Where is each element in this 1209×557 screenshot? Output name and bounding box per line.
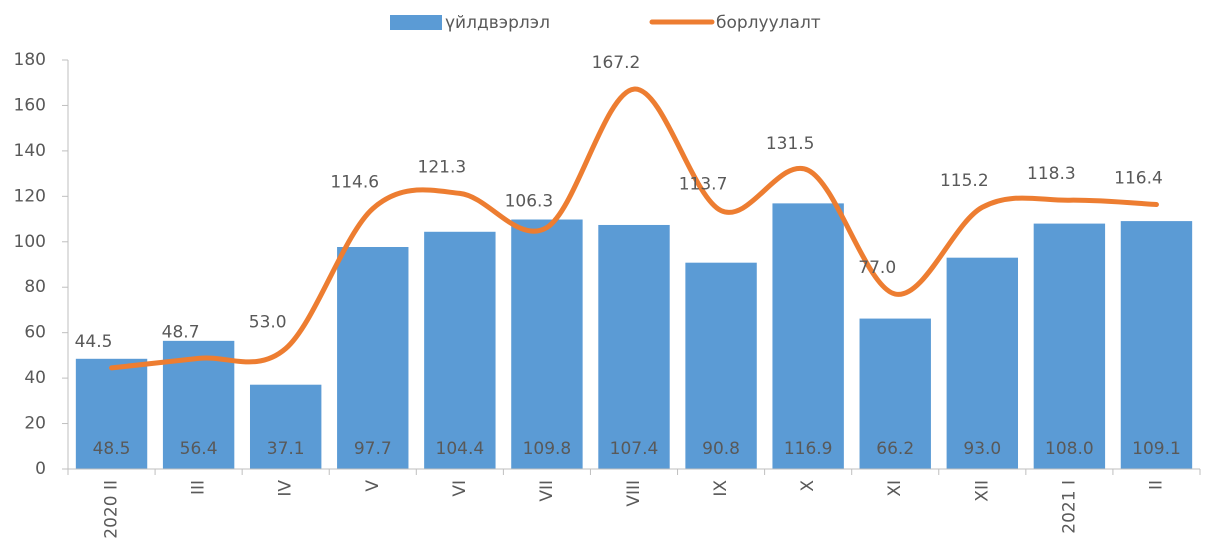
bar-value-label: 48.5 [93, 439, 131, 459]
x-tick-label: V [363, 480, 383, 492]
bar [946, 257, 1019, 469]
x-tick-label: III [189, 480, 209, 495]
x-tick-label: 2021 I [1059, 480, 1079, 534]
y-tick-label: 140 [14, 141, 46, 161]
bar [1120, 221, 1193, 469]
y-tick-label: 120 [14, 186, 46, 206]
line [109, 86, 1159, 371]
y-tick-label: 0 [35, 459, 46, 479]
bar [337, 247, 409, 469]
bar [772, 203, 844, 469]
bar-value-label: 109.8 [523, 439, 572, 459]
x-tick-label: IV [276, 480, 296, 497]
y-tick-label: 20 [24, 414, 46, 434]
bar-value-label: 107.4 [610, 439, 659, 459]
line-value-label: 116.4 [1114, 169, 1163, 189]
y-tick-label: 60 [24, 323, 46, 343]
line-value-label: 48.7 [162, 322, 200, 342]
bar [1033, 223, 1106, 469]
bar-value-label: 56.4 [180, 439, 218, 459]
bar-value-label: 66.2 [876, 439, 914, 459]
line-value-label: 121.3 [418, 157, 467, 177]
line-value-label: 106.3 [505, 191, 554, 211]
bar [859, 318, 931, 469]
y-tick-label: 80 [24, 277, 46, 297]
y-tick-label: 160 [14, 95, 46, 115]
bar-value-label: 109.1 [1132, 439, 1181, 459]
x-tick-label: XI [885, 480, 905, 497]
line-value-label: 113.7 [679, 175, 728, 195]
line-value-label: 53.0 [249, 313, 287, 333]
x-tick-label: 2020 II [102, 480, 122, 539]
bar-value-label: 93.0 [963, 439, 1001, 459]
x-tick-label: XII [972, 480, 992, 502]
line-value-label: 131.5 [766, 134, 815, 154]
x-tick-label: VIII [624, 480, 644, 507]
line-value-label: 167.2 [592, 53, 641, 73]
y-tick-label: 100 [14, 232, 46, 252]
legend-swatch [390, 15, 442, 30]
bar [511, 219, 583, 469]
bar [685, 262, 757, 469]
bar-value-label: 97.7 [354, 439, 392, 459]
line-value-label: 115.2 [940, 171, 989, 191]
line-value-label: 44.5 [75, 332, 113, 352]
x-tick-label: VII [537, 480, 557, 502]
legend-label: борлуулалт [716, 13, 821, 33]
x-tick-label: II [1146, 480, 1166, 490]
line-value-label: 118.3 [1027, 164, 1076, 184]
bar [424, 231, 496, 469]
bar-value-label: 90.8 [702, 439, 740, 459]
bar [75, 358, 148, 469]
bar-value-label: 116.9 [784, 439, 833, 459]
x-tick-label: IX [711, 480, 731, 497]
line-value-label: 114.6 [330, 173, 379, 193]
bar-value-label: 37.1 [267, 439, 305, 459]
bar [598, 224, 670, 469]
x-tick-label: VI [450, 480, 470, 497]
y-tick-label: 40 [24, 368, 46, 388]
bar-value-label: 104.4 [436, 439, 485, 459]
x-tick-label: X [798, 480, 818, 492]
bar-value-label: 108.0 [1045, 439, 1094, 459]
y-tick-label: 180 [14, 50, 46, 70]
legend-label: үйлдвэрлэл [445, 13, 550, 33]
bar [249, 384, 322, 469]
line-value-label: 77.0 [858, 258, 896, 278]
